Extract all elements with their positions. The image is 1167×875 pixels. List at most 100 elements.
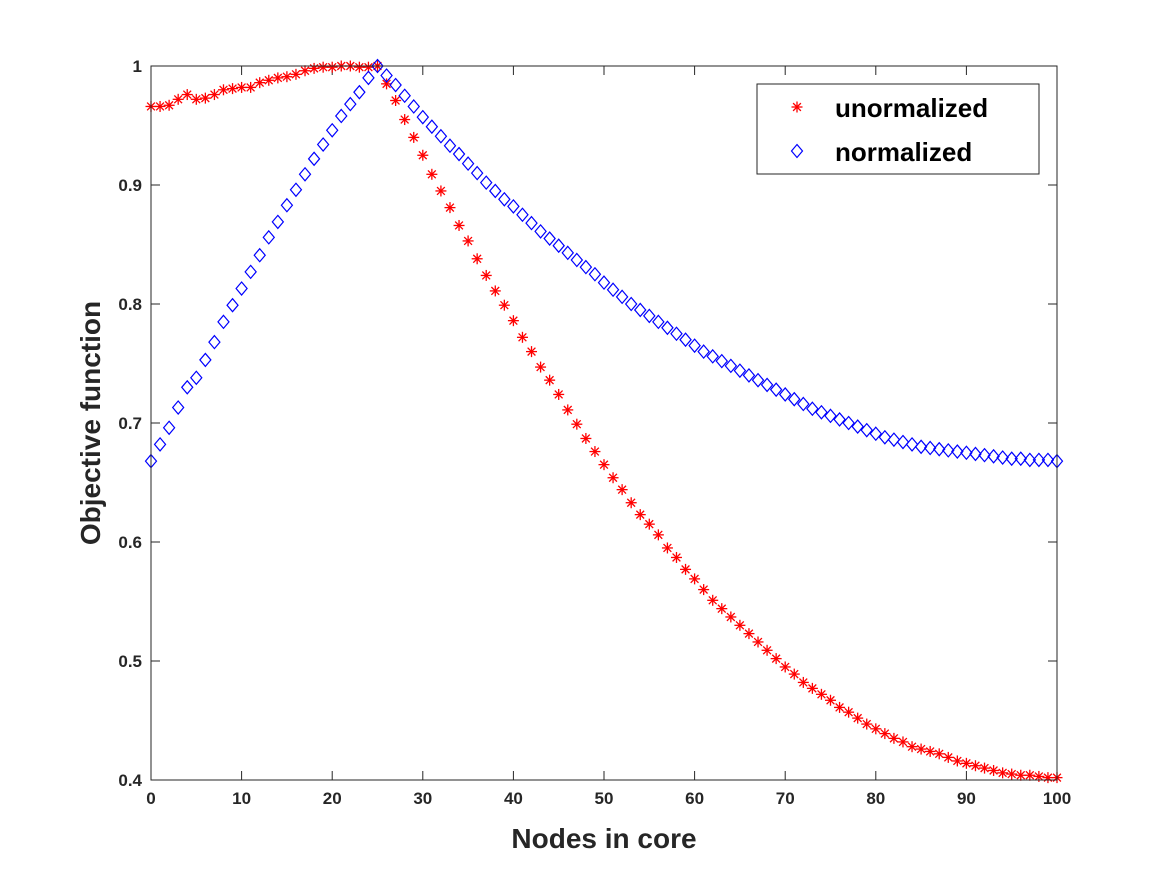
unormalized-point xyxy=(254,77,266,89)
normalized-point xyxy=(552,238,565,254)
normalized-point xyxy=(371,58,384,74)
legend-marker-normalized xyxy=(790,143,804,159)
unormalized-point xyxy=(390,95,402,107)
unormalized-point xyxy=(172,93,184,105)
normalized-point xyxy=(778,387,792,402)
unormalized-point xyxy=(997,767,1009,779)
normalized-point xyxy=(787,391,801,407)
normalized-point xyxy=(262,229,276,245)
unormalized-point xyxy=(553,388,565,400)
unormalized-point xyxy=(426,168,438,180)
unormalized-point xyxy=(308,62,320,74)
normalized-point xyxy=(733,363,747,379)
normalized-point xyxy=(1023,452,1037,468)
unormalized-point xyxy=(507,315,519,327)
normalized-point xyxy=(715,353,729,369)
normalized-point xyxy=(670,326,683,342)
normalized-point xyxy=(797,396,810,412)
normalized-point xyxy=(588,266,602,282)
legend-marker-unormalized xyxy=(791,101,803,113)
unormalized-point xyxy=(969,760,981,772)
unormalized-point xyxy=(834,701,846,713)
normalized-point xyxy=(334,108,348,124)
unormalized-point xyxy=(770,653,782,665)
normalized-point xyxy=(307,151,321,167)
unormalized-point xyxy=(689,573,701,585)
unormalized-point xyxy=(806,682,818,694)
unormalized-point xyxy=(154,100,166,112)
y-tick-label: 0.9 xyxy=(118,176,142,195)
series-normalized xyxy=(144,58,1064,469)
normalized-point xyxy=(806,401,819,417)
normalized-point xyxy=(389,77,402,93)
normalized-point xyxy=(914,439,928,455)
unormalized-point xyxy=(942,751,954,763)
normalized-point xyxy=(416,109,430,125)
normalized-point xyxy=(534,223,547,239)
normalized-point xyxy=(751,372,765,388)
unormalized-point xyxy=(598,459,610,471)
normalized-point xyxy=(697,344,710,360)
normalized-point xyxy=(425,119,439,135)
unormalized-point xyxy=(281,71,293,83)
unormalized-point xyxy=(734,619,746,631)
normalized-point xyxy=(398,88,411,104)
normalized-point xyxy=(543,231,556,246)
unormalized-point xyxy=(924,745,936,757)
normalized-point xyxy=(280,197,294,213)
x-tick-labels: 0 10 20 30 40 50 60 70 80 90 100 xyxy=(146,789,1071,808)
unormalized-point xyxy=(544,374,556,386)
normalized-point xyxy=(217,314,230,330)
normalized-point xyxy=(978,447,991,463)
normalized-point xyxy=(1005,451,1018,467)
normalized-point xyxy=(996,450,1009,465)
normalized-point xyxy=(597,275,611,291)
unormalized-point xyxy=(634,509,646,521)
normalized-point xyxy=(706,348,720,364)
y-axis-label: Objective function xyxy=(75,301,106,545)
unormalized-point xyxy=(988,764,1000,776)
plot-frame xyxy=(150,65,1058,781)
normalized-point xyxy=(932,441,946,457)
x-tick-label: 50 xyxy=(595,789,614,808)
normalized-point xyxy=(624,296,638,312)
normalized-point xyxy=(851,419,864,434)
normalized-point xyxy=(887,432,901,448)
series-layer xyxy=(144,58,1064,784)
normalized-point xyxy=(271,214,285,230)
normalized-point xyxy=(162,420,176,436)
unormalized-point xyxy=(181,89,193,101)
unormalized-point xyxy=(879,728,891,740)
unormalized-point xyxy=(951,755,963,767)
unormalized-point xyxy=(535,361,547,373)
unormalized-point xyxy=(960,757,972,769)
unormalized-point xyxy=(208,89,220,101)
normalized-point xyxy=(842,415,855,431)
unormalized-point xyxy=(670,551,682,563)
normalized-point xyxy=(688,338,701,354)
unormalized-point xyxy=(245,81,257,93)
x-tick-label: 100 xyxy=(1043,789,1071,808)
unormalized-point xyxy=(516,331,528,343)
unormalized-point xyxy=(888,732,900,744)
unormalized-point xyxy=(797,676,809,688)
x-axis-label: Nodes in core xyxy=(511,823,696,854)
x-tick-label: 0 xyxy=(146,789,155,808)
normalized-point xyxy=(679,332,692,348)
normalized-point xyxy=(661,320,674,336)
normalized-point xyxy=(516,207,529,223)
unormalized-point xyxy=(661,542,673,554)
normalized-point xyxy=(1014,451,1028,467)
normalized-point xyxy=(434,128,448,144)
legend: unormalized normalized xyxy=(756,83,1040,175)
normalized-point xyxy=(479,175,493,191)
normalized-point xyxy=(633,302,647,318)
y-tick-label: 1 xyxy=(133,57,142,76)
x-tick-label: 80 xyxy=(866,789,885,808)
unormalized-point xyxy=(589,446,601,458)
unormalized-point xyxy=(1006,768,1018,780)
unormalized-point xyxy=(788,668,800,680)
unormalized-point xyxy=(571,418,583,430)
legend-box xyxy=(756,83,1040,175)
x-tick-label: 60 xyxy=(685,789,704,808)
